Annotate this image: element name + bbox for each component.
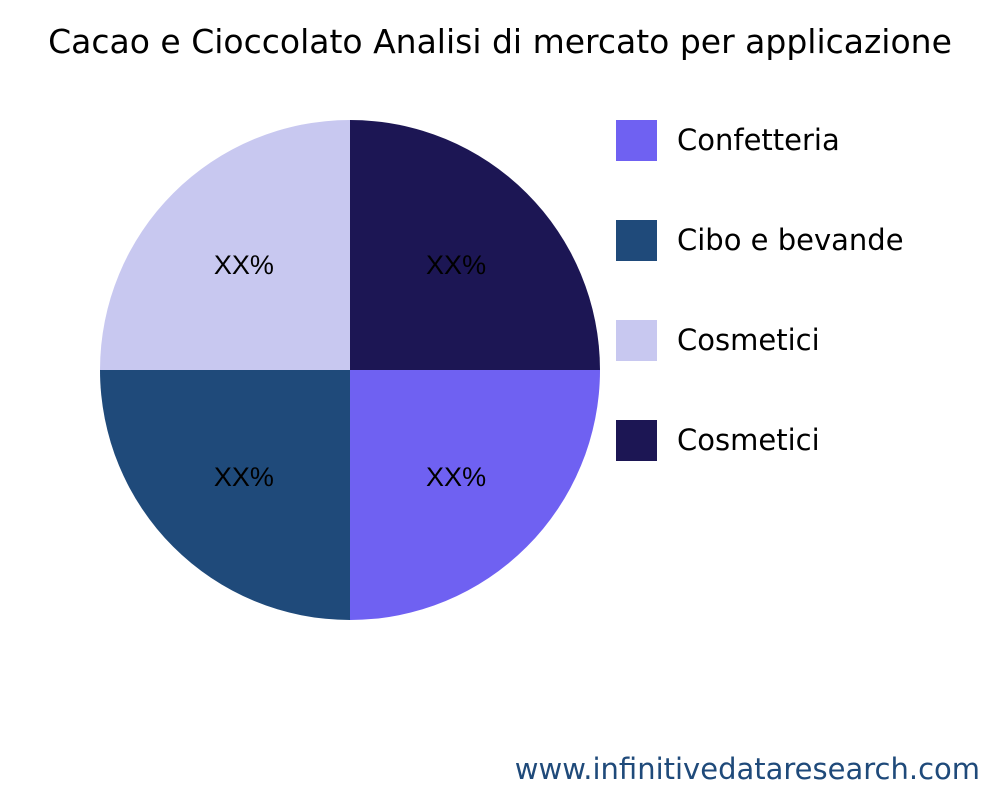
chart-title: Cacao e Cioccolato Analisi di mercato pe… (48, 22, 952, 61)
pie-slice-confetteria (350, 370, 600, 620)
pie-slice-cosmetici (350, 120, 600, 370)
slice-label: XX% (214, 250, 274, 280)
legend-swatch (616, 219, 657, 261)
slice-label: XX% (426, 250, 486, 280)
legend-swatch (616, 119, 657, 161)
legend-item-cibo-e-bevande: Cibo e bevande (616, 219, 904, 261)
legend-label: Confetteria (677, 123, 840, 157)
pie-slice-cosmetici (100, 120, 350, 370)
legend-label: Cosmetici (677, 423, 820, 457)
legend-item-cosmetici-2: Cosmetici (616, 419, 820, 461)
slice-label: XX% (426, 462, 486, 492)
legend-swatch (616, 419, 657, 461)
slice-label: XX% (214, 462, 274, 492)
legend-label: Cibo e bevande (677, 223, 904, 257)
legend-item-cosmetici: Cosmetici (616, 319, 820, 361)
legend-item-confetteria: Confetteria (616, 119, 840, 161)
legend-label: Cosmetici (677, 323, 820, 357)
pie-slice-cibo-e-bevande (100, 370, 350, 620)
legend-swatch (616, 319, 657, 361)
watermark: www.infinitivedataresearch.com (514, 752, 980, 786)
